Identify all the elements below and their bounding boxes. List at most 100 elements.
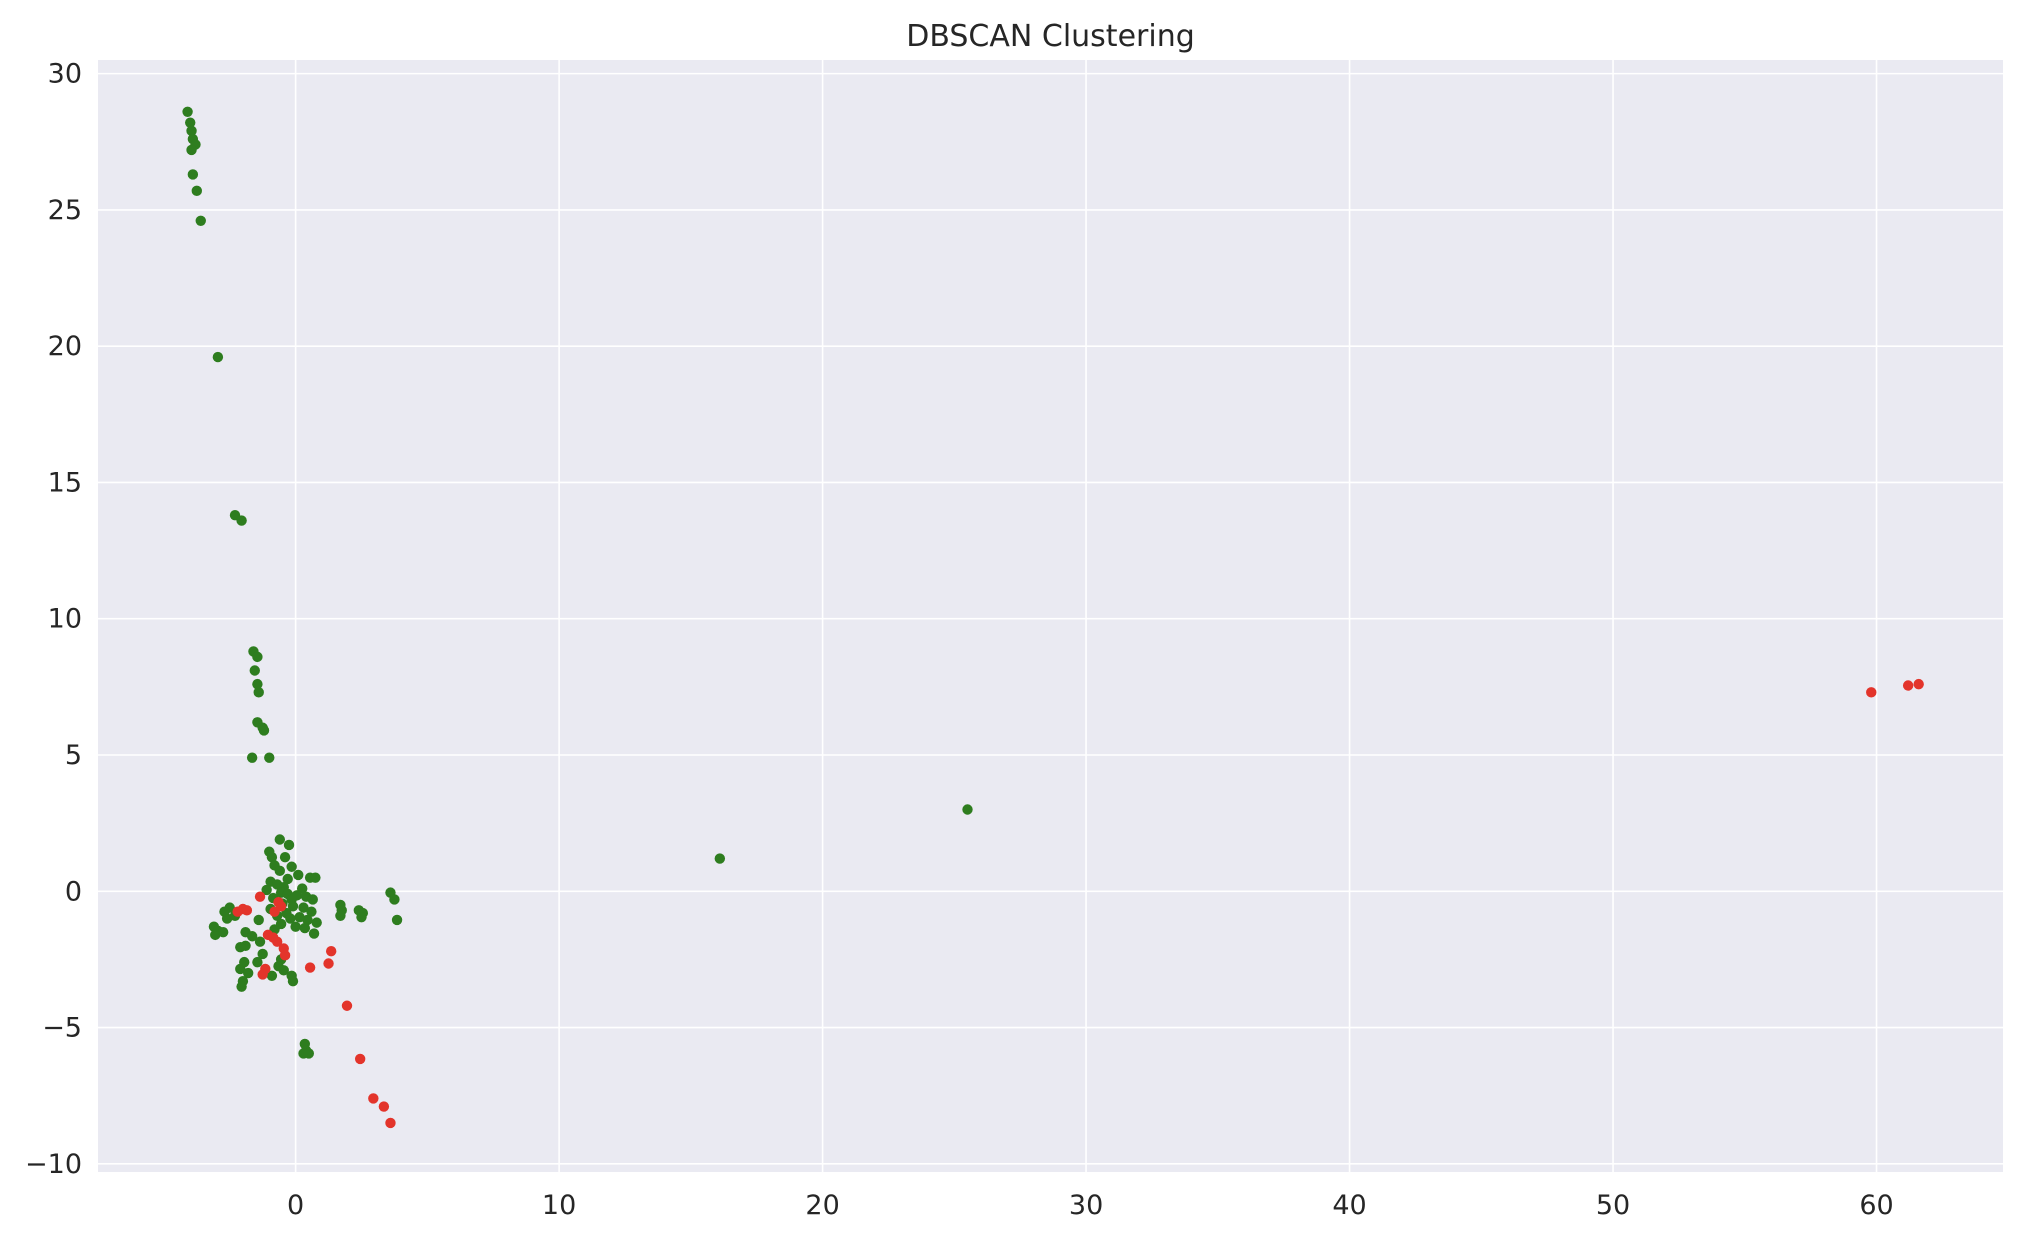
y-tick-label: 15: [48, 467, 82, 498]
data-point: [714, 853, 726, 864]
data-point: [368, 1093, 379, 1104]
data-point: [212, 351, 224, 363]
data-point: [378, 1101, 390, 1112]
data-point: [236, 515, 247, 526]
chart-title: DBSCAN Clustering: [906, 19, 1195, 54]
data-points: [182, 106, 1924, 1129]
grid-lines: [98, 60, 2003, 1172]
x-tick-label: 60: [1859, 1190, 1893, 1221]
data-point: [286, 861, 297, 872]
data-point: [257, 948, 268, 960]
data-point: [1913, 678, 1924, 690]
y-tick-label: 0: [65, 876, 82, 907]
data-point: [246, 752, 258, 763]
data-point: [253, 914, 264, 926]
data-point: [252, 678, 263, 690]
data-point: [217, 926, 229, 938]
data-point: [219, 906, 230, 917]
series-1: [232, 678, 1924, 1129]
data-point: [293, 869, 304, 881]
data-point: [186, 125, 197, 137]
data-point: [283, 839, 295, 851]
data-point: [1866, 687, 1877, 698]
data-point: [299, 922, 311, 934]
data-point: [279, 852, 291, 863]
x-tick-label: 10: [542, 1190, 576, 1221]
tick-labels: 0 10 20 30 40 50 60 −10 −5 0 5 10 15 20 25 30: [25, 59, 1894, 1221]
data-point: [187, 169, 199, 180]
data-point: [266, 970, 278, 981]
y-tick-label: 30: [48, 59, 82, 90]
data-point: [274, 865, 286, 877]
data-point: [290, 921, 301, 932]
data-point: [235, 941, 246, 953]
data-point: [278, 965, 289, 976]
data-point: [303, 1048, 314, 1059]
data-point: [186, 144, 197, 156]
data-point: [246, 931, 258, 942]
data-point: [962, 804, 973, 815]
data-point: [235, 963, 246, 975]
y-tick-label: 10: [48, 604, 82, 635]
data-point: [1902, 680, 1914, 691]
data-point: [302, 914, 313, 926]
data-point: [261, 884, 272, 896]
data-point: [308, 928, 320, 939]
data-point: [191, 185, 203, 197]
y-tick-label: 25: [48, 195, 82, 226]
data-point: [385, 1117, 396, 1129]
data-point: [285, 913, 296, 924]
y-tick-label: 20: [48, 331, 82, 362]
data-point: [271, 936, 283, 947]
data-point: [325, 946, 337, 957]
data-point: [242, 967, 254, 979]
data-point: [254, 936, 266, 947]
data-point: [354, 1053, 366, 1065]
data-point: [269, 906, 280, 917]
data-point: [252, 956, 263, 968]
y-tick-label: 5: [65, 740, 82, 771]
data-point: [249, 665, 260, 676]
data-point: [195, 215, 206, 227]
data-point: [241, 905, 253, 916]
data-point: [323, 958, 334, 969]
data-point: [391, 914, 403, 926]
data-point: [389, 894, 400, 905]
data-point: [236, 981, 247, 992]
data-point: [356, 911, 367, 923]
data-point: [266, 852, 278, 863]
data-point: [264, 752, 275, 763]
series-0: [182, 106, 973, 1059]
x-tick-label: 20: [805, 1190, 839, 1221]
data-point: [232, 906, 243, 917]
data-point: [274, 834, 286, 845]
data-point: [306, 906, 317, 917]
y-tick-label: −10: [25, 1149, 82, 1180]
plot-background: [98, 60, 2003, 1172]
x-tick-label: 0: [287, 1190, 304, 1221]
data-point: [335, 910, 346, 922]
data-point: [282, 873, 293, 885]
x-tick-label: 50: [1596, 1190, 1630, 1221]
data-point: [287, 976, 299, 987]
data-point: [311, 917, 322, 928]
data-point: [307, 894, 318, 905]
y-tick-label: −5: [42, 1013, 82, 1044]
data-point: [304, 962, 316, 973]
data-point: [287, 901, 299, 912]
data-point: [341, 1000, 353, 1011]
data-point: [257, 969, 268, 980]
data-point: [298, 902, 309, 913]
data-point: [254, 891, 266, 902]
data-point: [294, 911, 305, 923]
data-point: [210, 929, 221, 941]
data-point: [253, 687, 264, 698]
data-point: [182, 106, 193, 117]
data-point: [258, 725, 270, 736]
data-point: [185, 117, 196, 128]
data-point: [252, 651, 263, 663]
data-point: [279, 950, 291, 961]
x-tick-label: 30: [1069, 1190, 1103, 1221]
data-point: [310, 872, 321, 883]
